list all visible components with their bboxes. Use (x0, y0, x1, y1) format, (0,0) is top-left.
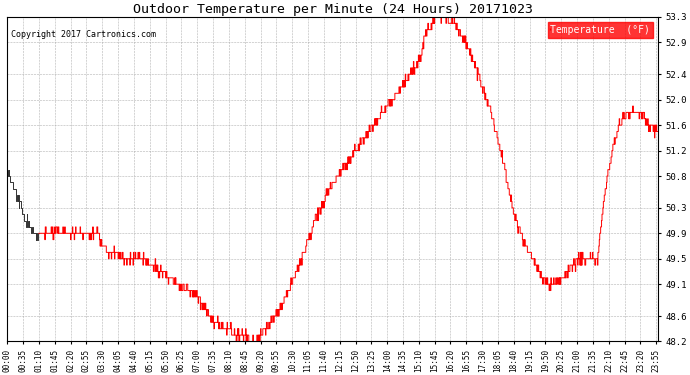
Title: Outdoor Temperature per Minute (24 Hours) 20171023: Outdoor Temperature per Minute (24 Hours… (132, 3, 533, 16)
Legend: Temperature  (°F): Temperature (°F) (547, 22, 653, 38)
Text: Copyright 2017 Cartronics.com: Copyright 2017 Cartronics.com (10, 30, 155, 39)
